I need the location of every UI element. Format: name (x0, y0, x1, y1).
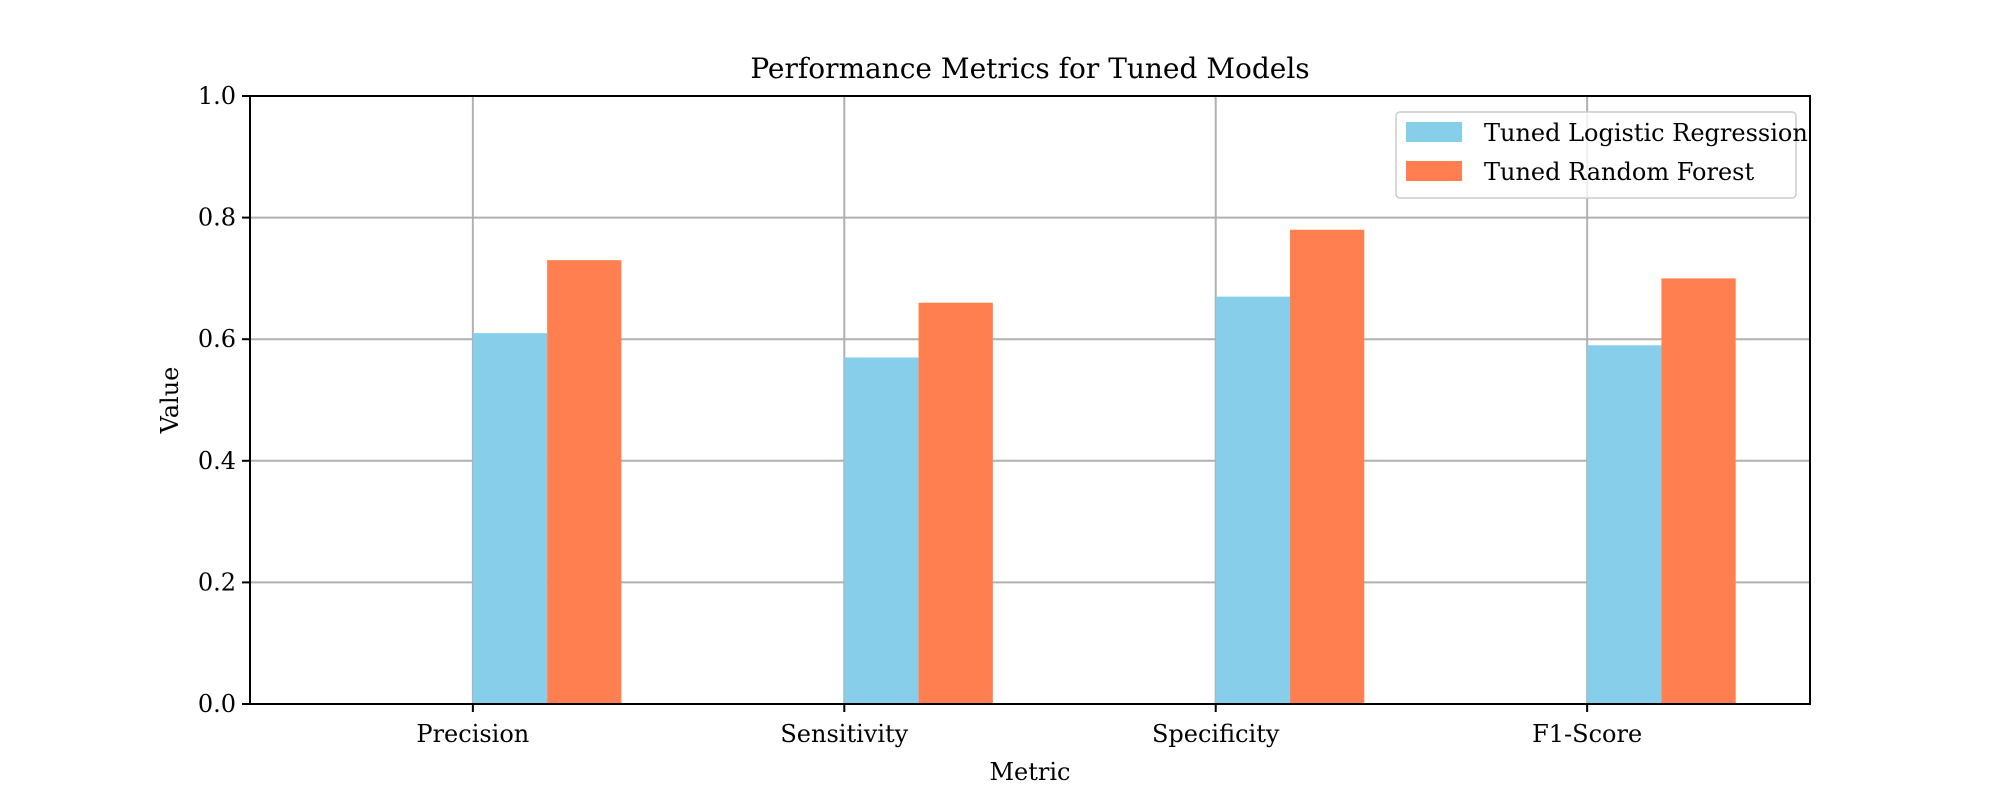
bar-tuned-random-forest-sensitivity (918, 302, 993, 704)
bar-tuned-random-forest-precision (547, 260, 622, 704)
bar-tuned-logistic-regression-specificity (1215, 296, 1290, 704)
x-tick-label-precision: Precision (416, 720, 529, 748)
axis-ticks: 0.0 0.2 0.4 0.6 0.8 1.0 Precision Sensitivity Sp… (198, 82, 1642, 748)
plot-frame (249, 95, 1811, 705)
legend-swatch-random-forest (1406, 161, 1462, 181)
bar-tuned-random-forest-f1-score (1661, 278, 1736, 704)
y-tick-label: 1.0 (198, 82, 236, 110)
bar-tuned-logistic-regression-sensitivity (844, 357, 919, 704)
legend-swatch-logistic-regression (1406, 122, 1462, 142)
bars (472, 229, 1736, 704)
x-tick-label-specificity: Specificity (1152, 720, 1280, 748)
bar-tuned-logistic-regression-precision (472, 333, 548, 704)
legend-box (1395, 111, 1797, 199)
bar-tuned-random-forest-specificity (1290, 229, 1365, 704)
legend-label-random-forest: Tuned Random Forest (1484, 158, 1754, 186)
x-tick-label-sensitivity: Sensitivity (780, 720, 908, 748)
bar-tuned-logistic-regression-f1-score (1587, 345, 1662, 704)
x-tick-label-f1-score: F1-Score (1532, 720, 1642, 748)
y-tick-label: 0.4 (198, 447, 236, 475)
legend: Tuned Logistic Regression Tuned Random F… (1395, 111, 1808, 199)
chart-title: Performance Metrics for Tuned Models (750, 52, 1309, 85)
x-axis-label: Metric (989, 758, 1070, 786)
y-tick-label: 0.2 (198, 568, 236, 596)
y-tick-label: 0.0 (198, 690, 236, 718)
legend-label-logistic-regression: Tuned Logistic Regression (1484, 119, 1808, 147)
y-axis-label: Value (156, 367, 184, 435)
y-tick-label: 0.6 (198, 325, 236, 353)
y-tick-label: 0.8 (198, 204, 236, 232)
